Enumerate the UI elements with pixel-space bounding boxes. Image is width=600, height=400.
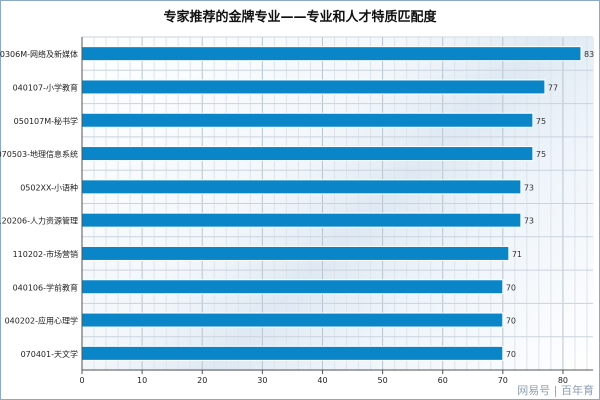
chart-title: 专家推荐的金牌专业——专业和人才特质匹配度	[163, 10, 437, 25]
x-tick-label: 60	[438, 376, 448, 385]
data-label: 70	[506, 350, 516, 359]
data-label: 73	[524, 217, 534, 226]
bar	[81, 312, 504, 328]
data-label: 71	[512, 250, 522, 259]
x-tick-label: 0	[79, 376, 84, 385]
data-label: 83	[584, 50, 594, 59]
bar	[81, 179, 522, 195]
data-label: 75	[536, 150, 546, 159]
x-tick-label: 70	[498, 376, 508, 385]
category-label: 070401-天文学	[21, 349, 78, 359]
x-tick-label: 80	[558, 376, 568, 385]
bar	[81, 79, 546, 95]
x-tick-label: 40	[317, 376, 327, 385]
bar	[81, 112, 534, 128]
category-label: 040106-学前教育	[13, 282, 78, 292]
category-label: 120206-人力资源管理	[0, 216, 78, 226]
data-label: 75	[536, 117, 546, 126]
category-label: 070503-地理信息系统	[0, 149, 78, 159]
category-label: 110202-市场营销	[13, 249, 78, 259]
x-tick-label: 50	[377, 376, 387, 385]
category-label: 050306M-网络及新媒体	[0, 49, 78, 59]
category-label: 040107-小学教育	[13, 82, 78, 92]
x-tick-label: 30	[257, 376, 267, 385]
watermark: 网易号 | 百年育	[517, 384, 594, 397]
category-label: 050107M-秘书学	[14, 116, 78, 126]
x-tick-label: 10	[137, 376, 147, 385]
data-label: 70	[506, 317, 516, 326]
category-label: 0502XX-小语种	[20, 182, 78, 192]
bar	[81, 46, 582, 62]
x-tick-label: 20	[197, 376, 207, 385]
data-label: 73	[524, 183, 534, 192]
data-label: 70	[506, 283, 516, 292]
bar	[81, 279, 504, 295]
data-label: 77	[548, 83, 558, 92]
bar	[81, 146, 534, 162]
category-label: 040202-应用心理学	[5, 316, 78, 326]
bar	[81, 245, 510, 261]
bar	[81, 212, 522, 228]
bar	[81, 345, 504, 361]
